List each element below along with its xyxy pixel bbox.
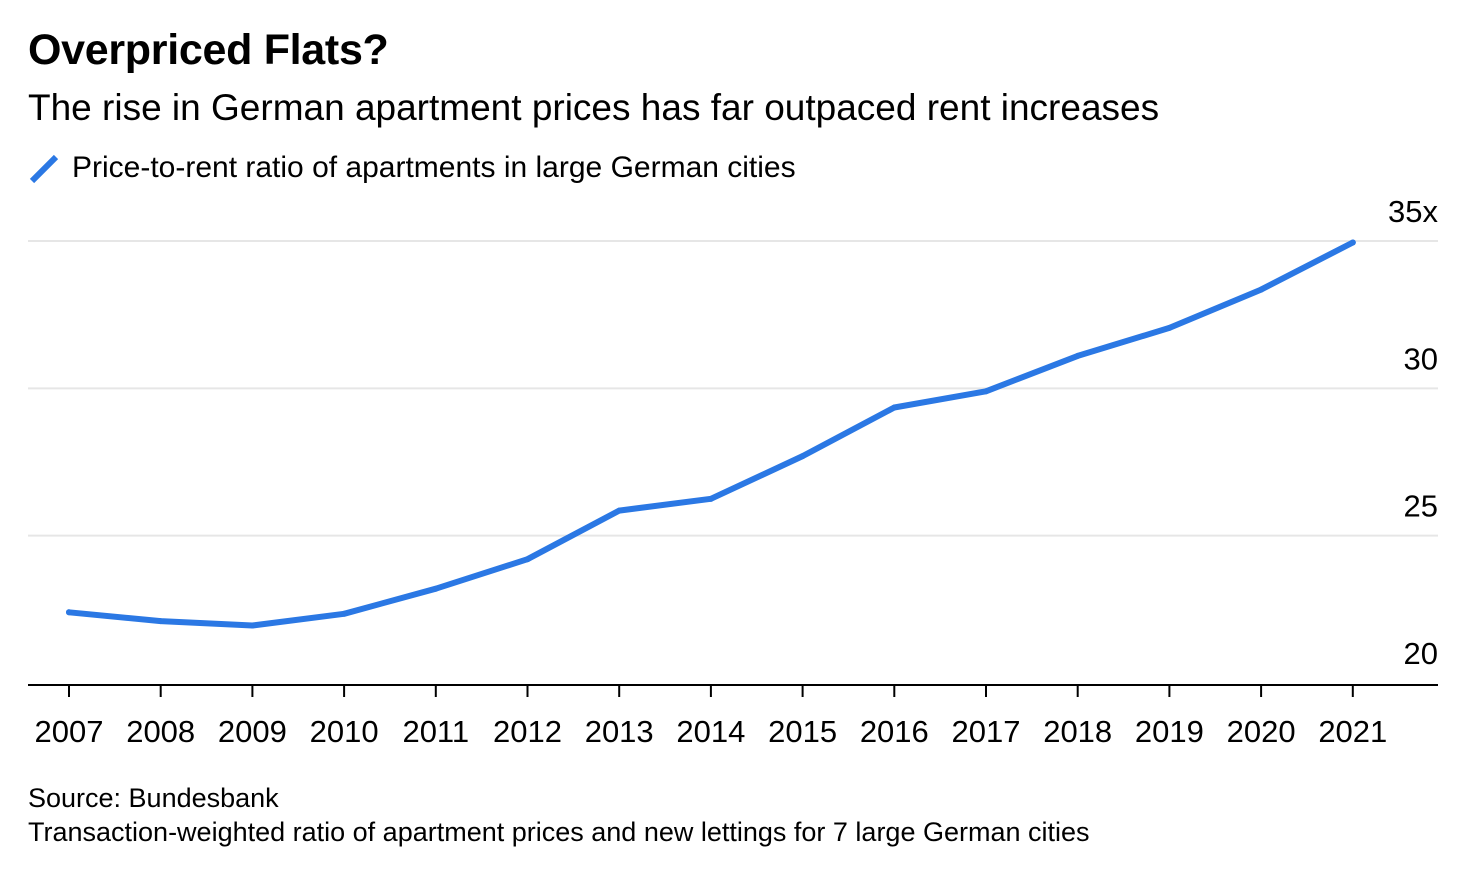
x-tick-label: 2013 [585,714,654,749]
data-point [799,453,806,460]
data-point [891,404,898,411]
series-line-0 [66,239,1356,629]
chart-subtitle: The rise in German apartment prices has … [28,87,1160,128]
data-point [249,622,256,629]
x-tick-label: 2009 [218,714,287,749]
x-tick-label: 2015 [768,714,837,749]
series [66,239,1356,629]
x-tick-label: 2021 [1318,714,1387,749]
data-point [616,507,623,514]
source-note: Source: Bundesbank [28,783,279,813]
methodology-note: Transaction-weighted ratio of apartment … [28,817,1090,847]
data-point [1349,239,1356,246]
y-axis: 20 25 30 35x [1388,194,1438,671]
legend-label: Price-to-rent ratio of apartments in lar… [72,151,796,184]
x-tick-label: 2016 [860,714,929,749]
x-tick-label: 2008 [126,714,195,749]
x-tick-label: 2012 [493,714,562,749]
gridlines [28,240,1438,537]
y-tick-label: 25 [1404,489,1438,524]
legend-swatch-icon [29,154,59,184]
x-tick-label: 2007 [35,714,104,749]
data-point [707,495,714,502]
y-tick-label: 35x [1388,194,1438,229]
legend: Price-to-rent ratio of apartments in lar… [28,148,796,188]
x-tick-label: 2014 [676,714,745,749]
data-point [341,610,348,617]
x-tick-label: 2010 [310,714,379,749]
y-tick-label: 30 [1404,341,1438,376]
x-tick-label: 2020 [1227,714,1296,749]
data-point [157,618,164,625]
x-axis: 2007 2008 2009 2010 2011 2012 2013 2014 2015 2016… [28,684,1438,749]
data-point [524,556,531,563]
data-point [1074,352,1081,359]
data-point [66,609,72,616]
data-point [1258,286,1265,293]
x-tick-label: 2017 [952,714,1021,749]
x-tick-label: 2018 [1043,714,1112,749]
x-tick-label: 2011 [402,714,469,749]
data-point [1166,324,1173,331]
data-point [983,388,989,395]
chart-title: Overpriced Flats? [28,26,389,74]
y-tick-label: 20 [1404,636,1438,671]
x-tick-label: 2019 [1135,714,1204,749]
data-point [432,585,439,592]
